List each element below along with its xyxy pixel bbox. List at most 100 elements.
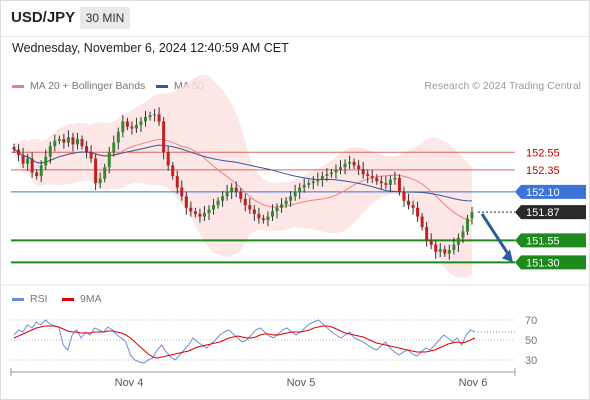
- credit-text: Research © 2024 Trading Central: [424, 80, 581, 92]
- ma50-swatch: [156, 84, 168, 88]
- candle-body: [94, 158, 98, 184]
- legend-ma20-bb: MA 20 + Bollinger Bands: [12, 80, 145, 92]
- price-tag-151.87: [515, 205, 586, 220]
- candle-body: [438, 249, 442, 252]
- candle-body: [243, 198, 247, 206]
- candle-body: [293, 191, 297, 197]
- chart-header: USD/JPY 30 MIN: [0, 0, 590, 38]
- price-label-151.30: 151.30: [526, 257, 560, 269]
- candle-body: [252, 209, 256, 214]
- timestamp: Wednesday, November 6, 2024 12:40:59 AM …: [12, 41, 289, 55]
- forecast-arrow-shaft: [480, 213, 511, 257]
- 9ma-swatch: [62, 297, 74, 301]
- candle-body: [166, 152, 170, 166]
- candle-body: [289, 196, 293, 201]
- candle-body: [366, 174, 370, 177]
- candle-body: [171, 165, 175, 177]
- candle-body: [216, 200, 220, 206]
- candle-body: [329, 172, 333, 175]
- ma20-bb-swatch: [12, 84, 24, 88]
- candle-body: [39, 165, 43, 177]
- forecast-arrow-head: [502, 249, 513, 263]
- candle-body: [429, 240, 433, 245]
- candle-body: [311, 181, 315, 184]
- rsi-tick-50: 50: [525, 335, 537, 347]
- candle-body: [180, 187, 184, 197]
- candle-body: [416, 207, 420, 217]
- rsi-label: RSI: [30, 293, 48, 305]
- candle-body: [266, 216, 270, 221]
- candle-body: [21, 154, 25, 164]
- candle-body: [379, 181, 383, 184]
- candle-body: [370, 176, 374, 178]
- candle-body: [85, 146, 89, 153]
- candle-body: [66, 137, 70, 143]
- candle-body: [175, 176, 179, 188]
- candle-body: [325, 174, 329, 177]
- candle-body: [470, 212, 474, 219]
- candle-body: [320, 176, 324, 180]
- candle-body: [12, 146, 16, 150]
- candle-body: [134, 124, 138, 129]
- candle-body: [465, 218, 469, 232]
- candle-body: [116, 132, 120, 143]
- candle-body: [452, 244, 456, 251]
- x-tick-Nov-6: Nov 6: [459, 377, 488, 389]
- candle-body: [261, 218, 265, 221]
- symbol-label[interactable]: USD/JPY: [11, 9, 76, 26]
- rsi-9ma-line: [13, 325, 476, 359]
- candle-body: [302, 184, 306, 188]
- candle-body: [338, 167, 342, 170]
- candle-body: [98, 178, 102, 184]
- candle-body: [375, 177, 379, 182]
- legend-9ma: 9MA: [62, 293, 102, 305]
- candle-body: [352, 161, 356, 166]
- price-label-151.55: 151.55: [526, 235, 560, 247]
- candle-body: [397, 177, 401, 192]
- candle-body: [103, 167, 107, 179]
- candle-body: [157, 114, 161, 122]
- rsi-line: [13, 319, 476, 364]
- candle-body: [434, 244, 438, 252]
- candle-body: [307, 183, 311, 185]
- price-label-152.55: 152.55: [526, 147, 560, 159]
- timeframe-badge[interactable]: 30 MIN: [80, 7, 130, 29]
- candle-body: [89, 152, 93, 159]
- rsi-tick-30: 30: [525, 355, 537, 367]
- candle-body: [202, 213, 206, 217]
- candle-body: [184, 196, 188, 208]
- candle-body: [361, 169, 365, 175]
- x-tick-Nov-5: Nov 5: [287, 377, 316, 389]
- price-label-152.10: 152.10: [526, 187, 560, 199]
- candle-body: [48, 146, 52, 157]
- candle-body: [257, 213, 261, 219]
- price-tag-151.30: [515, 255, 586, 270]
- candle-body: [75, 139, 79, 145]
- candle-body: [121, 121, 125, 132]
- candle-body: [443, 249, 447, 254]
- candle-body: [62, 139, 66, 143]
- price-label-151.87: 151.87: [526, 207, 560, 219]
- candle-body: [456, 237, 460, 245]
- candle-body: [239, 191, 243, 199]
- candle-body: [407, 200, 411, 206]
- price-tag-151.55: [515, 233, 586, 248]
- candle-body: [207, 209, 211, 214]
- candle-body: [125, 121, 129, 127]
- candle-body: [148, 115, 152, 118]
- candle-body: [198, 213, 202, 217]
- candle-body: [35, 172, 39, 177]
- candle-body: [230, 187, 234, 192]
- candle-body: [221, 196, 225, 201]
- 9ma-label: 9MA: [80, 293, 102, 305]
- candle-body: [71, 137, 75, 145]
- candle-body: [411, 205, 415, 208]
- candle-body: [130, 126, 134, 129]
- candle-body: [384, 183, 388, 185]
- legend-rsi: RSI: [12, 293, 48, 305]
- candle-body: [53, 140, 57, 147]
- candle-body: [57, 139, 61, 141]
- candle-body: [112, 142, 116, 153]
- x-tick-Nov-4: Nov 4: [115, 377, 144, 389]
